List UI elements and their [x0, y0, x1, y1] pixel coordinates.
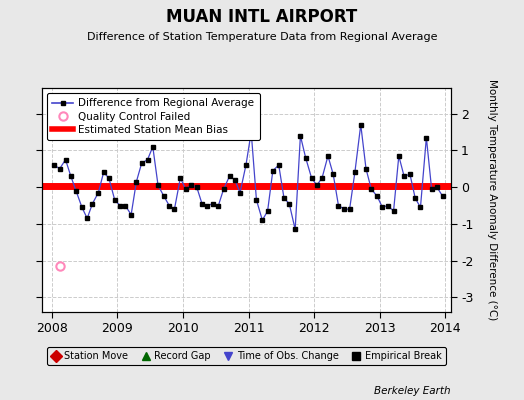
Text: Berkeley Earth: Berkeley Earth: [374, 386, 451, 396]
Legend: Difference from Regional Average, Quality Control Failed, Estimated Station Mean: Difference from Regional Average, Qualit…: [47, 93, 259, 140]
Text: MUAN INTL AIRPORT: MUAN INTL AIRPORT: [167, 8, 357, 26]
Y-axis label: Monthly Temperature Anomaly Difference (°C): Monthly Temperature Anomaly Difference (…: [487, 79, 497, 321]
Text: Difference of Station Temperature Data from Regional Average: Difference of Station Temperature Data f…: [87, 32, 437, 42]
Legend: Station Move, Record Gap, Time of Obs. Change, Empirical Break: Station Move, Record Gap, Time of Obs. C…: [47, 347, 446, 365]
